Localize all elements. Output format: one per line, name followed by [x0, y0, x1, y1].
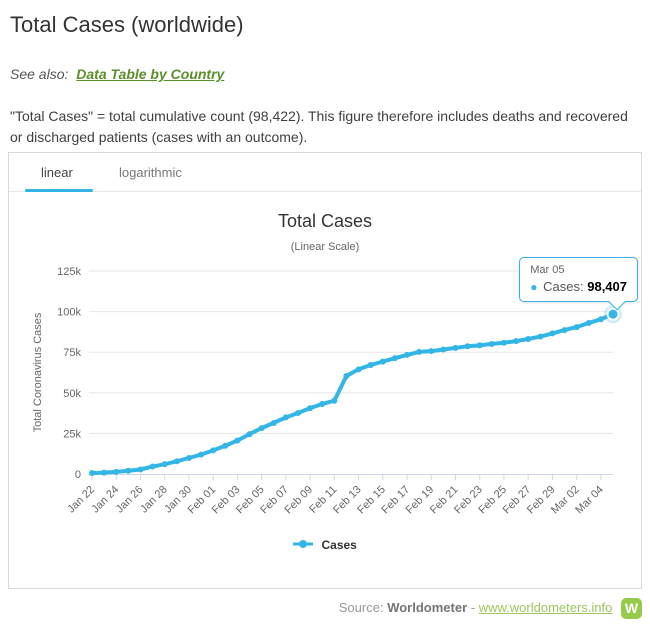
source-footer: Source: Worldometer - www.worldometers.i… — [8, 598, 642, 619]
tab-linear[interactable]: linear — [41, 165, 73, 180]
cases-legend-marker-icon — [293, 538, 314, 552]
chart-tooltip: Mar 05 ● Cases: 98,407 — [519, 257, 638, 311]
source-prefix: Source: — [338, 599, 384, 615]
tooltip-series-label: Cases: — [543, 279, 584, 294]
chart-title: Total Cases — [277, 211, 373, 231]
data-table-by-country-link[interactable]: Data Table by Country — [76, 66, 225, 82]
chart-subtitle: (Linear Scale) — [290, 241, 360, 253]
series-bullet-icon: ● — [530, 280, 538, 294]
worldometers-link[interactable]: www.worldometers.info — [478, 599, 613, 615]
legend-cases-label[interactable]: Cases — [321, 537, 357, 552]
scale-tabs: linear logarithmic — [9, 153, 641, 192]
svg-text:50k: 50k — [63, 388, 81, 400]
description-text: "Total Cases" = total cumulative count (… — [10, 108, 628, 145]
svg-text:Total Coronavirus Cases: Total Coronavirus Cases — [32, 312, 44, 432]
see-also-label: See also: — [10, 66, 69, 82]
svg-text:100k: 100k — [57, 307, 81, 319]
see-also-row: See also: Data Table by Country — [10, 66, 640, 82]
svg-text:Mar 04: Mar 04 — [573, 484, 606, 517]
worldometer-logo-icon[interactable]: W — [621, 598, 642, 619]
chart-legend: Cases — [9, 537, 641, 552]
svg-text:25k: 25k — [63, 428, 81, 440]
page-title: Total Cases (worldwide) — [10, 12, 244, 37]
source-name: Worldometer — [387, 599, 468, 615]
tooltip-value: 98,407 — [587, 279, 627, 294]
svg-text:0: 0 — [75, 469, 81, 481]
source-separator: - — [470, 599, 476, 615]
tooltip-value-row: ● Cases: 98,407 — [530, 279, 627, 294]
tab-logarithmic[interactable]: logarithmic — [119, 165, 182, 180]
svg-text:75k: 75k — [63, 347, 81, 359]
active-tab-indicator — [25, 189, 93, 192]
svg-text:125k: 125k — [57, 266, 81, 278]
chart-panel: linear logarithmic Total Cases (Linear S… — [8, 152, 642, 589]
tooltip-date: Mar 05 — [530, 264, 565, 276]
